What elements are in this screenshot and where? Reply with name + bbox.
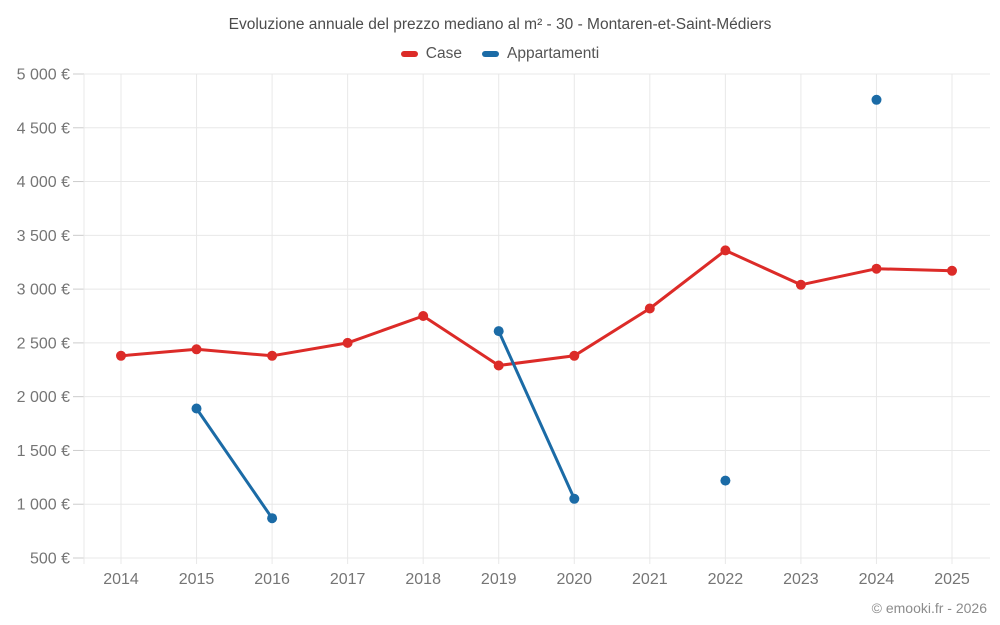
x-axis-label: 2014 (103, 571, 139, 588)
series-line-case (119, 248, 954, 367)
x-axis-label: 2021 (632, 571, 668, 588)
x-axis-label: 2019 (481, 571, 517, 588)
x-axis-label: 2023 (783, 571, 819, 588)
x-axis-label: 2016 (254, 571, 290, 588)
y-axis-label: 500 € (30, 551, 70, 568)
y-axis-label: 5 000 € (17, 67, 70, 84)
point-case-2016[interactable] (267, 350, 278, 361)
point-case-2024[interactable] (871, 263, 882, 274)
legend-item-appartamenti[interactable]: Appartamenti (481, 45, 600, 63)
y-axis-label: 2 000 € (17, 389, 70, 406)
y-axis-label: 3 500 € (17, 228, 70, 245)
legend-label-case: Case (425, 45, 462, 62)
point-case-2022[interactable] (720, 245, 731, 256)
y-axis-label: 4 000 € (17, 174, 70, 191)
y-axis-label: 4 500 € (17, 120, 70, 137)
chart-title: Evoluzione annuale del prezzo mediano al… (228, 16, 772, 33)
x-axis-label: 2015 (179, 571, 215, 588)
x-axis-label: 2017 (330, 571, 366, 588)
point-case-2021[interactable] (644, 303, 655, 314)
legend-label-appartamenti: Appartamenti (506, 45, 600, 62)
copyright-text: © emooki.fr - 2026 (871, 600, 987, 616)
point-case-2015[interactable] (191, 344, 202, 355)
y-axis-label: 1 500 € (17, 443, 70, 460)
x-axis-label: 2025 (934, 571, 970, 588)
case-swatch-icon (400, 51, 418, 57)
point-case-2017[interactable] (342, 337, 353, 348)
point-appartamenti-2022[interactable] (720, 475, 731, 486)
y-axis-label: 1 000 € (17, 497, 70, 514)
y-axis-label: 3 000 € (17, 282, 70, 299)
point-appartamenti-2024[interactable] (871, 94, 882, 105)
point-case-2014[interactable] (116, 350, 126, 361)
point-case-2020[interactable] (569, 350, 580, 361)
appartamenti-swatch-icon (481, 51, 499, 57)
point-appartamenti-2016[interactable] (267, 513, 278, 524)
x-axis-label: 2024 (859, 571, 895, 588)
x-axis-label: 2020 (556, 571, 592, 588)
y-axis-label: 2 500 € (17, 335, 70, 352)
point-case-2018[interactable] (418, 311, 429, 321)
point-appartamenti-2019[interactable] (493, 326, 504, 337)
point-case-2019[interactable] (493, 360, 504, 371)
point-appartamenti-2015[interactable] (191, 403, 202, 414)
point-case-2025[interactable] (947, 265, 957, 276)
x-axis-label: 2022 (708, 571, 744, 588)
legend-item-case[interactable]: Case (400, 45, 462, 63)
x-axis-label: 2018 (405, 571, 441, 588)
point-case-2023[interactable] (795, 279, 806, 290)
series-line-appartamenti (197, 100, 877, 518)
chart-legend: Case Appartamenti (0, 45, 1000, 63)
point-appartamenti-2020[interactable] (569, 493, 580, 504)
